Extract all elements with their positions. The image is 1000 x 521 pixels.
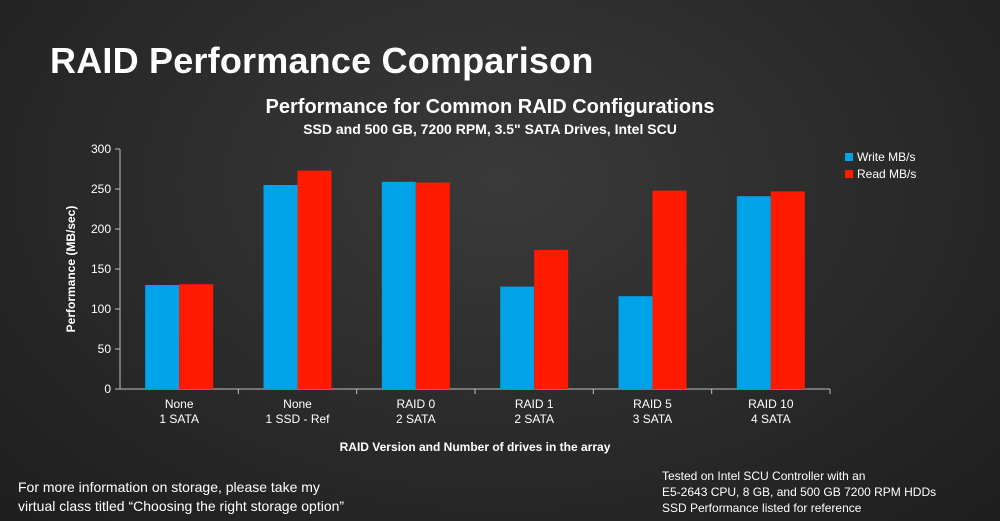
write-bar <box>500 286 535 389</box>
y-axis-label: Performance (MB/sec) <box>64 206 78 333</box>
x-axis-label: RAID Version and Number of drives in the… <box>340 440 611 454</box>
y-tick-label: 250 <box>91 182 111 196</box>
x-tick-label: 2 SATA <box>396 412 436 426</box>
read-bar <box>179 284 214 389</box>
chart-title: Performance for Common RAID Configuratio… <box>265 96 715 118</box>
legend-swatch <box>845 170 853 178</box>
slide-title: RAID Performance Comparison <box>50 40 594 81</box>
y-tick-label: 0 <box>104 382 111 396</box>
x-tick-label: None <box>283 397 312 411</box>
footer-test-note: Tested on Intel SCU Controller with an E… <box>662 468 992 516</box>
write-bar <box>145 285 180 389</box>
read-bar <box>534 249 569 389</box>
footer-left-line: For more information on storage, please … <box>18 479 320 495</box>
x-tick-label: RAID 5 <box>633 397 672 411</box>
x-tick-label: 4 SATA <box>751 412 791 426</box>
write-bar <box>618 296 653 389</box>
x-tick-label: RAID 1 <box>515 397 554 411</box>
x-tick-label: RAID 0 <box>396 397 435 411</box>
x-tick-label: 1 SATA <box>159 412 199 426</box>
y-tick-label: 50 <box>98 342 112 356</box>
x-tick-label: 3 SATA <box>633 412 673 426</box>
legend-entry: Read MB/s <box>857 167 916 181</box>
read-bar <box>297 170 332 389</box>
footer-right-line: SSD Performance listed for reference <box>662 501 862 515</box>
read-bar <box>770 191 805 389</box>
chart-subtitle: SSD and 500 GB, 7200 RPM, 3.5" SATA Driv… <box>303 121 677 137</box>
x-tick-label: RAID 10 <box>748 397 794 411</box>
legend-entry: Write MB/s <box>857 150 915 164</box>
y-tick-label: 150 <box>91 262 111 276</box>
y-tick-label: 300 <box>91 142 111 156</box>
footer-right-line: E5-2643 CPU, 8 GB, and 500 GB 7200 RPM H… <box>662 485 937 499</box>
y-tick-label: 200 <box>91 222 111 236</box>
write-bar <box>736 196 771 389</box>
read-bar <box>415 182 450 389</box>
footer-info-note: For more information on storage, please … <box>18 478 418 516</box>
footer-right-line: Tested on Intel SCU Controller with an <box>662 469 866 483</box>
legend-swatch <box>845 153 853 161</box>
x-tick-label: 2 SATA <box>514 412 554 426</box>
write-bar <box>381 181 416 389</box>
read-bar <box>652 190 687 389</box>
x-tick-label: 1 SSD - Ref <box>265 412 330 426</box>
write-bar <box>263 185 298 389</box>
x-tick-label: None <box>165 397 194 411</box>
footer-left-line: virtual class titled “Choosing the right… <box>18 498 345 514</box>
y-tick-label: 100 <box>91 302 111 316</box>
